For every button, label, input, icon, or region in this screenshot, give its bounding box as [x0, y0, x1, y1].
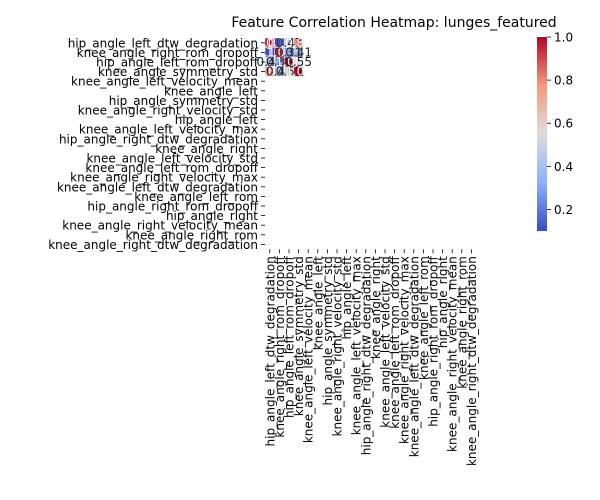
- y-tick-label: knee_angle_right_velocity_mean: [62, 219, 258, 233]
- cell-value-label: 0.41: [266, 65, 293, 79]
- cell-value-label: 1.00: [285, 65, 312, 79]
- y-tick-label: hip_angle_right_dtw_degradation: [59, 132, 258, 146]
- x-tick-label: knee_angle_left_rom: [417, 256, 431, 380]
- x-tick-label: knee_angle_right: [369, 256, 383, 359]
- cell-value-label: 1.00: [276, 55, 303, 69]
- x-tick-label: knee_angle_left_rom_dropoff: [388, 255, 402, 428]
- x-tick-label: knee_angle_right_dtw_degradation: [465, 256, 479, 466]
- x-tick-label: knee_angle_right_rom_dropoff: [273, 255, 287, 437]
- chart-title: Feature Correlation Heatmap: lunges_feat…: [231, 15, 556, 31]
- y-tick-label: knee_angle_right: [155, 142, 258, 156]
- x-tick-label: knee_angle_symmetry_std: [292, 256, 306, 416]
- x-tick-label: hip_angle_right_dtw_degradation: [359, 256, 373, 455]
- x-tick-label: knee_angle_left_velocity_std: [379, 256, 393, 428]
- y-tick-label: hip_angle_right_rom_dropoff: [87, 200, 258, 214]
- colorbar-gradient: [537, 37, 547, 231]
- x-tick-label: hip_angle_left: [340, 256, 354, 340]
- y-tick-label: knee_angle_left_dtw_degradation: [57, 180, 258, 194]
- y-tick-label: knee_angle_left_velocity_mean: [71, 75, 258, 89]
- colorbar-tick-label: 0.2: [554, 203, 573, 217]
- x-tick-label: knee_angle_left_dtw_degradation: [407, 256, 421, 457]
- cell-value-label: 0.80: [256, 65, 283, 79]
- colorbar-ticks: 0.2 0.4 0.6 0.8 1.0: [547, 31, 573, 217]
- x-tick-label: hip_angle_right: [436, 256, 450, 348]
- x-tick-label: knee_angle_left_velocity_max: [350, 256, 364, 435]
- y-tick-label: knee_angle_right_velocity_std: [78, 104, 258, 118]
- cell-value-label: 0.10: [266, 36, 293, 50]
- x-tick-label: knee_angle_right_rom: [455, 256, 469, 389]
- cell-value-label: 1.00: [256, 36, 283, 50]
- cell-value-labels: 1.000.100.470.800.101.000.310.410.470.31…: [256, 36, 312, 79]
- heatmap-cell: [293, 66, 304, 77]
- y-tick-label: knee_angle_left_velocity_max: [79, 123, 258, 137]
- x-tick-label: hip_angle_left_rom_dropoff: [283, 255, 297, 418]
- y-tick-label: hip_angle_left_rom_dropoff: [96, 56, 259, 70]
- x-tick-label: knee_angle_right_velocity_max: [398, 256, 412, 444]
- y-tick-label: hip_angle_left: [175, 113, 259, 127]
- colorbar-tick-label: 0.8: [554, 74, 573, 88]
- cell-value-label: 0.41: [285, 45, 312, 59]
- cell-value-label: 0.55: [285, 55, 312, 69]
- x-tick-label: knee_angle_right_velocity_std: [331, 256, 345, 436]
- x-tick-labels: hip_angle_left_dtw_degradationknee_angle…: [263, 249, 479, 466]
- y-tick-label: hip_angle_symmetry_std: [109, 94, 258, 108]
- x-tick-label: knee_angle_right_velocity_mean: [446, 256, 460, 452]
- colorbar-tick-label: 0.6: [554, 117, 573, 131]
- heatmap-cells: [264, 37, 304, 77]
- cell-value-label: 0.31: [266, 55, 293, 69]
- x-tick-label: hip_angle_right_rom_dropoff: [427, 255, 441, 426]
- y-tick-label: knee_angle_right_dtw_degradation: [48, 238, 258, 252]
- cell-value-label: 1.00: [266, 45, 293, 59]
- colorbar-tick-label: 1.0: [554, 31, 573, 45]
- colorbar-tick-label: 0.4: [554, 160, 573, 174]
- colorbar: 0.2 0.4 0.6 0.8 1.0: [537, 31, 573, 231]
- y-tick-labels: hip_angle_left_dtw_degradationknee_angle…: [48, 36, 265, 252]
- y-tick-label: knee_angle_right_rom_dropoff: [77, 46, 259, 60]
- x-tick-label: knee_angle_left_velocity_mean: [302, 256, 316, 443]
- y-tick-label: knee_angle_left_velocity_std: [86, 152, 258, 166]
- y-tick-label: knee_angle_right_velocity_max: [70, 171, 258, 185]
- x-tick-label: hip_angle_left_dtw_degradation: [263, 256, 277, 446]
- y-tick-label: knee_angle_left_rom: [134, 190, 258, 204]
- y-tick-label: knee_angle_right_rom: [125, 228, 258, 242]
- x-tick-label: knee_angle_left: [311, 256, 325, 350]
- y-tick-label: knee_angle_left_rom_dropoff: [85, 161, 258, 175]
- cell-value-label: 0.47: [256, 55, 283, 69]
- cell-value-label: 0.55: [276, 65, 303, 79]
- cell-value-label: 0.80: [285, 36, 312, 50]
- y-tick-label: hip_angle_right: [166, 209, 258, 223]
- cell-value-label: 0.31: [276, 45, 303, 59]
- y-tick-label: knee_angle_left: [164, 84, 258, 98]
- cell-value-label: 0.47: [276, 36, 303, 50]
- y-tick-label: knee_angle_symmetry_std: [98, 65, 258, 79]
- cell-value-label: 0.10: [256, 45, 283, 59]
- x-tick-label: hip_angle_symmetry_std: [321, 256, 335, 405]
- y-tick-label: hip_angle_left_dtw_degradation: [68, 36, 258, 50]
